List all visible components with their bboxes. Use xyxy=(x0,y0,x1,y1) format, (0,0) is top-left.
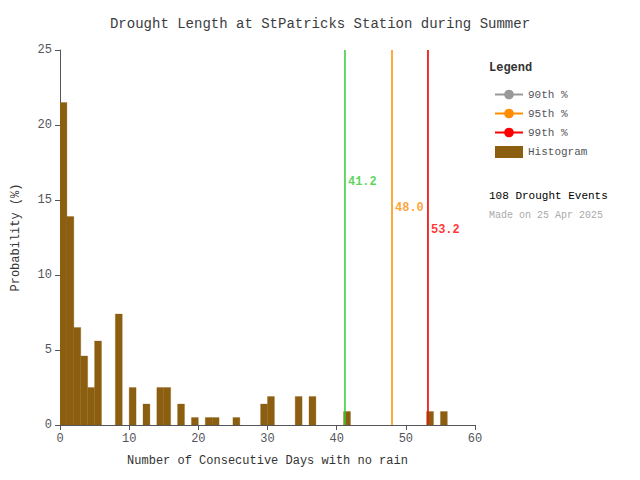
svg-text:95th %: 95th % xyxy=(528,108,568,120)
svg-text:41.2: 41.2 xyxy=(348,175,377,189)
svg-text:Probability (%): Probability (%) xyxy=(9,183,23,291)
svg-text:99th %: 99th % xyxy=(528,127,568,139)
svg-text:Legend: Legend xyxy=(489,61,532,75)
svg-text:Histogram: Histogram xyxy=(528,146,588,158)
svg-text:20: 20 xyxy=(38,118,52,132)
svg-text:Number of Consecutive Days wit: Number of Consecutive Days with no rain xyxy=(127,454,408,468)
svg-text:10: 10 xyxy=(122,432,136,446)
svg-text:50: 50 xyxy=(399,432,413,446)
svg-text:25: 25 xyxy=(38,43,52,57)
svg-text:0: 0 xyxy=(45,418,52,432)
svg-text:60: 60 xyxy=(468,432,482,446)
svg-text:10: 10 xyxy=(38,268,52,282)
svg-text:53.2: 53.2 xyxy=(431,223,460,237)
svg-text:90th %: 90th % xyxy=(528,89,568,101)
svg-text:20: 20 xyxy=(191,432,205,446)
svg-text:30: 30 xyxy=(260,432,274,446)
svg-text:Drought Length at StPatricks S: Drought Length at StPatricks Station dur… xyxy=(110,16,530,32)
svg-text:40: 40 xyxy=(329,432,343,446)
svg-text:5: 5 xyxy=(45,343,52,357)
svg-text:Made on 25 Apr 2025: Made on 25 Apr 2025 xyxy=(489,210,603,221)
svg-text:108 Drought Events: 108 Drought Events xyxy=(489,190,608,202)
svg-text:48.0: 48.0 xyxy=(395,201,424,215)
svg-text:0: 0 xyxy=(56,432,63,446)
svg-text:15: 15 xyxy=(38,193,52,207)
